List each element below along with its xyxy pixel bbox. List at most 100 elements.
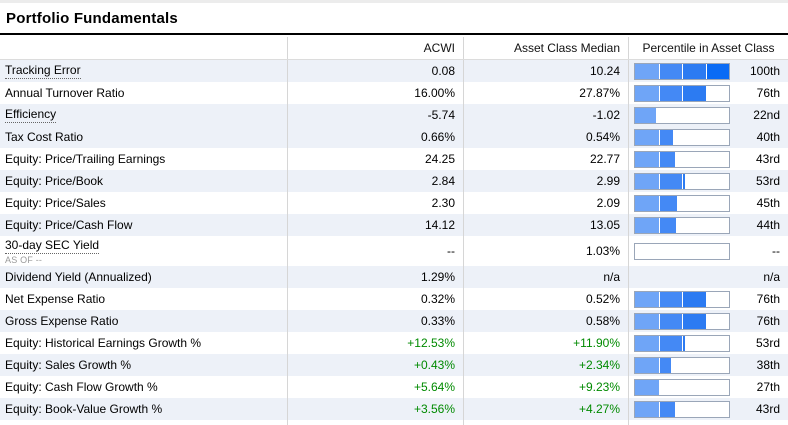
- percentile-cell: 27th: [628, 376, 788, 398]
- percentile-cell: 38th: [628, 354, 788, 376]
- median-value: 13.05: [463, 214, 628, 236]
- median-value: 22.77: [463, 148, 628, 170]
- table-row: Gross Expense Ratio 0.33% 0.58% 76th: [0, 310, 788, 332]
- percentile-bar-quartile-segment: [658, 357, 671, 373]
- percentile-label: 76th: [756, 86, 780, 100]
- percentile-bar-quartile-segment: [635, 151, 659, 167]
- metric-cell: Efficiency: [0, 104, 287, 126]
- percentile-bar-quartile-segment: [658, 401, 676, 417]
- percentile-cell: 22nd: [628, 104, 788, 126]
- percentile-cell: 76th: [628, 82, 788, 104]
- median-value: 2.09: [463, 192, 628, 214]
- percentile-bar-quartile-segment: [635, 85, 659, 101]
- percentile-cell: 44th: [628, 214, 788, 236]
- quartile-divider: [682, 173, 683, 189]
- metric-cell: Equity: Sales Growth %: [0, 354, 287, 376]
- table-row: Annual Turnover Ratio 16.00% 27.87% 76th: [0, 82, 788, 104]
- quartile-divider: [705, 313, 707, 329]
- acwi-value: --: [287, 236, 463, 266]
- quartile-divider: [658, 85, 660, 101]
- page-title: Portfolio Fundamentals: [6, 10, 178, 27]
- percentile-bar-quartile-segment: [635, 401, 659, 417]
- acwi-value: +3.56%: [287, 398, 463, 420]
- percentile-label: 53rd: [755, 174, 780, 188]
- acwi-value: +12.53%: [287, 332, 463, 354]
- table-row: Equity: Price/Trailing Earnings 24.25 22…: [0, 148, 788, 170]
- table-row: Equity: Sales Growth % +0.43% +2.34% 38t…: [0, 354, 788, 376]
- quartile-divider: [658, 151, 660, 167]
- metric-cell: Dividend Yield (Annualized): [0, 266, 287, 288]
- percentile-bar-quartile-segment: [635, 129, 659, 145]
- table-row: Tracking Error 0.08 10.24 100th: [0, 60, 788, 82]
- percentile-label: 43rd: [755, 152, 780, 166]
- table-row: 30-day SEC Yield AS OF -- -- 1.03% --: [0, 236, 788, 266]
- percentile-label: 22nd: [753, 108, 780, 122]
- percentile-bar-quartile-segment: [658, 173, 682, 189]
- acwi-value: 0.66%: [287, 126, 463, 148]
- quartile-divider: [705, 85, 707, 101]
- acwi-value: +0.43%: [287, 354, 463, 376]
- percentile-bar-quartile-segment: [658, 63, 682, 79]
- percentile-label: 76th: [756, 292, 780, 306]
- table-header-row: ACWI Asset Class Median Percentile in As…: [0, 37, 788, 60]
- percentile-bar-quartile-segment: [635, 379, 659, 395]
- table-body: Tracking Error 0.08 10.24 100th Annual T…: [0, 60, 788, 420]
- percentile-bar-quartile-segment: [658, 195, 678, 211]
- acwi-value: -5.74: [287, 104, 463, 126]
- percentile-bar: [634, 242, 730, 260]
- metric-label: Tax Cost Ratio: [5, 130, 84, 144]
- metric-label[interactable]: 30-day SEC Yield: [5, 237, 100, 254]
- metric-cell: Equity: Price/Sales: [0, 192, 287, 214]
- metric-label[interactable]: Efficiency: [5, 107, 57, 123]
- header-metric: [0, 37, 287, 59]
- median-value: 0.54%: [463, 126, 628, 148]
- metric-label: Annual Turnover Ratio: [5, 86, 125, 100]
- percentile-bar-quartile-segment: [705, 63, 729, 79]
- quartile-divider: [658, 401, 660, 417]
- metric-label: Equity: Price/Trailing Earnings: [5, 152, 166, 166]
- percentile-bar: [634, 172, 730, 190]
- quartile-divider: [658, 195, 660, 211]
- metric-cell: Equity: Historical Earnings Growth %: [0, 332, 287, 354]
- quartile-divider: [658, 63, 660, 79]
- metric-cell: Equity: Price/Trailing Earnings: [0, 148, 287, 170]
- percentile-label: 43rd: [755, 402, 780, 416]
- metric-label: Equity: Book-Value Growth %: [5, 402, 163, 416]
- median-value: 0.52%: [463, 288, 628, 310]
- top-divider: [0, 0, 788, 3]
- metric-label: Equity: Historical Earnings Growth %: [5, 336, 202, 350]
- metric-cell: Equity: Price/Cash Flow: [0, 214, 287, 236]
- metric-cell: Tax Cost Ratio: [0, 126, 287, 148]
- percentile-bar: [634, 194, 730, 212]
- percentile-label: 53rd: [755, 336, 780, 350]
- percentile-bar-quartile-segment: [658, 129, 673, 145]
- acwi-value: 1.29%: [287, 266, 463, 288]
- quartile-divider: [705, 291, 707, 307]
- percentile-bar-quartile-segment: [658, 151, 676, 167]
- percentile-bar-quartile-segment: [635, 291, 659, 307]
- percentile-bar-quartile-segment: [682, 85, 706, 101]
- percentile-label: 27th: [756, 380, 780, 394]
- median-value: 2.99: [463, 170, 628, 192]
- percentile-cell: 76th: [628, 310, 788, 332]
- acwi-value: 14.12: [287, 214, 463, 236]
- table-row: Equity: Historical Earnings Growth % +12…: [0, 332, 788, 354]
- percentile-bar: [634, 150, 730, 168]
- table-row: Equity: Price/Sales 2.30 2.09 45th: [0, 192, 788, 214]
- metric-label[interactable]: Tracking Error: [5, 63, 81, 79]
- median-value: 1.03%: [463, 236, 628, 266]
- percentile-cell: 53rd: [628, 332, 788, 354]
- percentile-bar-quartile-segment: [682, 173, 685, 189]
- quartile-divider: [658, 313, 660, 329]
- table-row: Equity: Price/Cash Flow 14.12 13.05 44th: [0, 214, 788, 236]
- percentile-bar-quartile-segment: [682, 291, 706, 307]
- metric-cell: Equity: Price/Book: [0, 170, 287, 192]
- table-row: Efficiency -5.74 -1.02 22nd: [0, 104, 788, 126]
- metric-cell: Net Expense Ratio: [0, 288, 287, 310]
- percentile-bar: [634, 378, 730, 396]
- percentile-bar: [634, 128, 730, 146]
- percentile-label: --: [772, 244, 780, 258]
- quartile-divider: [682, 291, 683, 307]
- metric-cell: Gross Expense Ratio: [0, 310, 287, 332]
